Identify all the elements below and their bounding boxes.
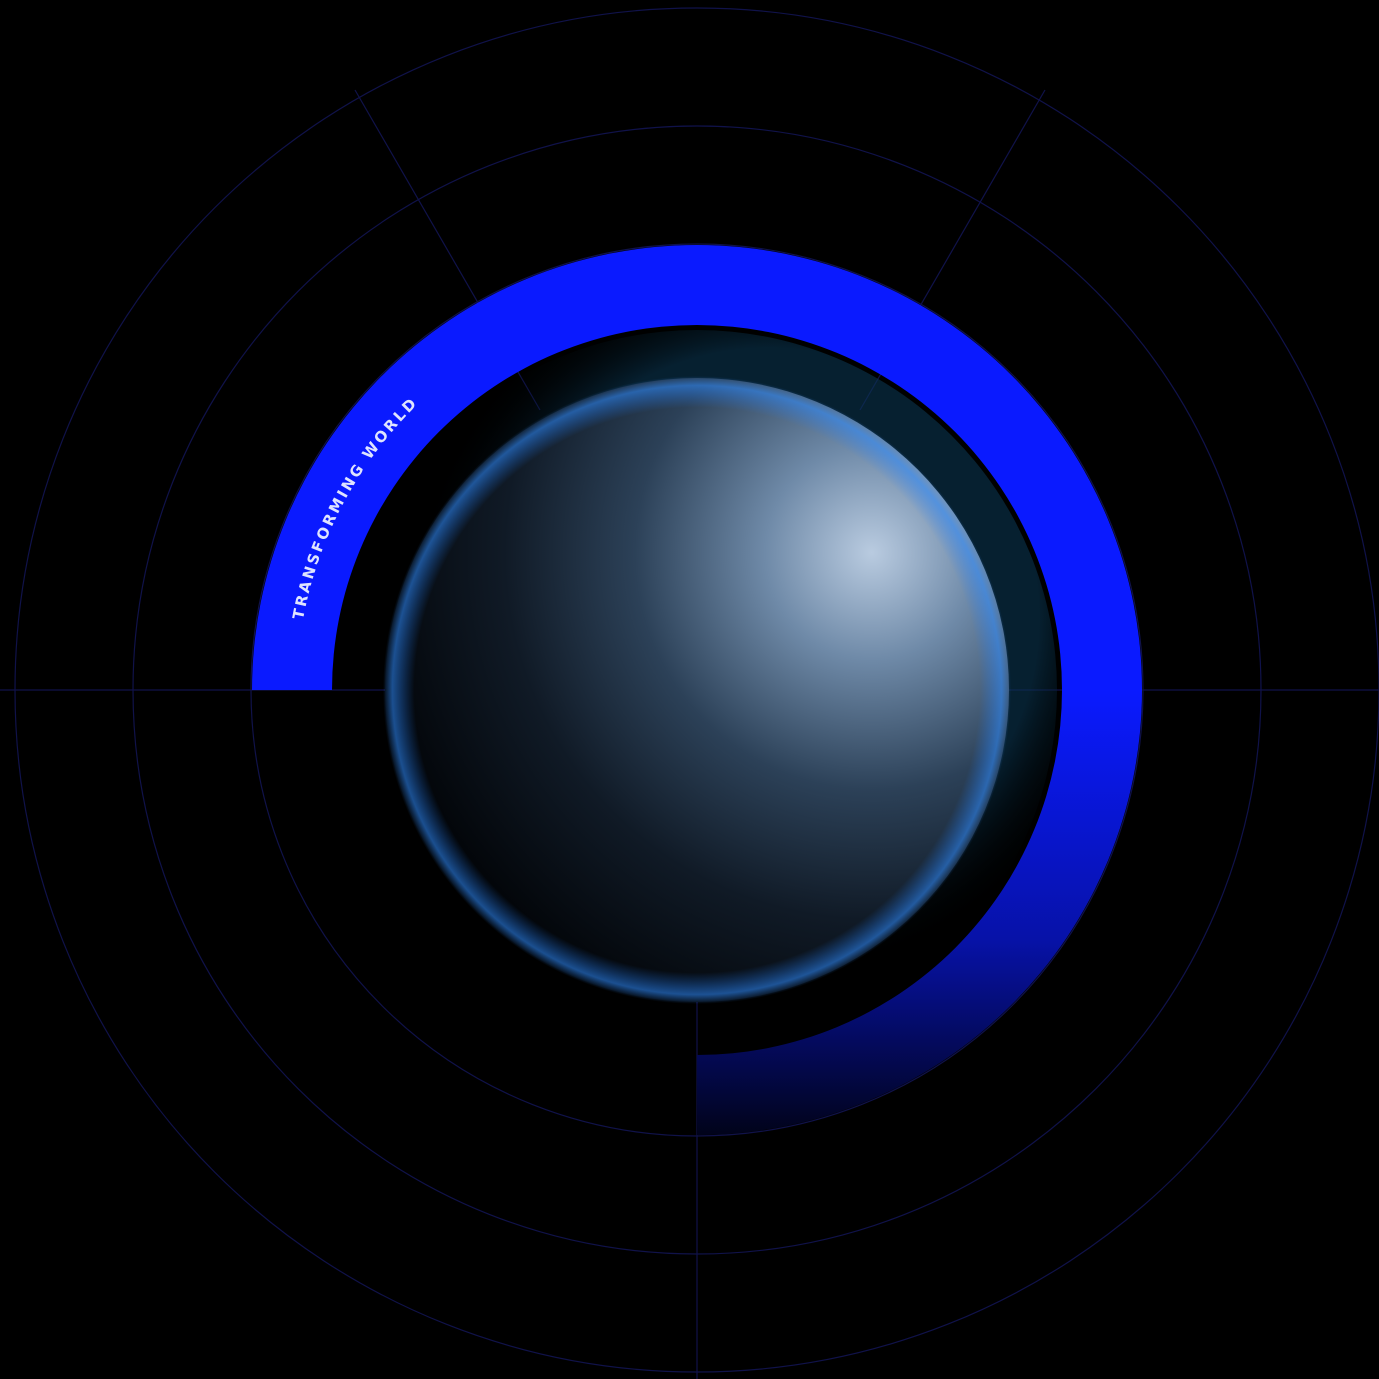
earth-rim [383,376,1011,1004]
grid [0,7,1379,1379]
